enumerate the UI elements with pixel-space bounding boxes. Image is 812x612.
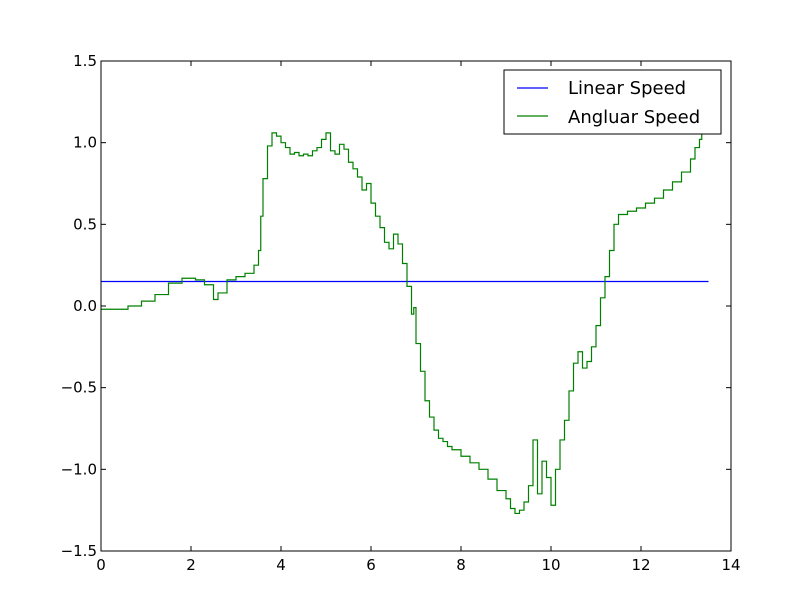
legend: Linear Speed Angluar Speed (503, 69, 722, 135)
y-tick-label-1: −1.0 (61, 460, 97, 478)
y-axis: −1.5 −1.0 −0.5 0.0 0.5 1.0 1.5 (61, 52, 731, 560)
legend-box (503, 69, 722, 135)
series-line-angluar-speed (101, 131, 703, 515)
y-tick-label-3: 0.0 (73, 297, 97, 315)
legend-label-angular-speed: Angluar Speed (568, 107, 700, 128)
y-tick-label-5: 1.0 (73, 134, 97, 152)
x-tick-label-8: 8 (456, 556, 466, 574)
y-tick-label-0: −1.5 (61, 542, 97, 560)
x-tick-label-10: 10 (541, 556, 560, 574)
x-tick-label-0: 0 (96, 556, 106, 574)
y-tick-label-2: −0.5 (61, 379, 97, 397)
x-tick-label-6: 6 (366, 556, 376, 574)
x-tick-label-14: 14 (721, 556, 740, 574)
y-tick-label-4: 0.5 (73, 215, 97, 233)
x-tick-label-2: 2 (186, 556, 196, 574)
x-tick-label-4: 4 (276, 556, 286, 574)
x-tick-label-12: 12 (631, 556, 650, 574)
x-axis: 0 2 4 6 8 10 12 14 (96, 61, 741, 574)
plot-area (101, 131, 709, 515)
y-tick-label-6: 1.5 (73, 52, 97, 70)
plot-frame (100, 60, 732, 552)
legend-label-linear-speed: Linear Speed (568, 78, 686, 99)
